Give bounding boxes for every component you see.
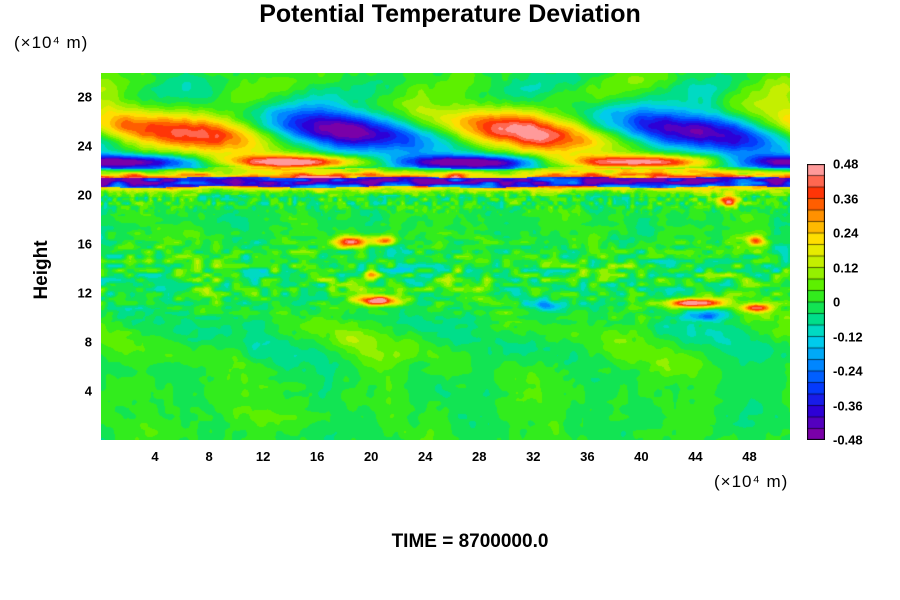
y-axis-unit: (×10⁴ m) (14, 33, 89, 52)
y-tick-label: 20 (77, 187, 92, 203)
y-tick-label: 8 (84, 334, 92, 350)
x-axis-unit: (×10⁴ m) (714, 472, 789, 491)
colorbar-tick-label: 0 (833, 294, 841, 310)
colorbar (807, 164, 825, 440)
x-tick-label: 40 (634, 449, 649, 464)
x-tick-label: 32 (526, 449, 541, 464)
x-tick-label: 12 (255, 449, 271, 464)
y-tick-label: 16 (77, 236, 92, 252)
y-tick-label: 24 (77, 138, 92, 154)
y-tick-label: 4 (84, 383, 92, 399)
x-tick-label: 8 (205, 449, 213, 464)
x-tick-label: 48 (742, 449, 757, 464)
y-tick-label: 28 (77, 89, 92, 105)
y-tick-label: 12 (77, 285, 92, 301)
colorbar-tick-label: 0.12 (833, 260, 859, 275)
colorbar-tick-label: 0.24 (833, 225, 859, 241)
x-tick-label: 20 (363, 449, 379, 464)
x-tick-label: 28 (472, 449, 487, 464)
colorbar-tick-label: -0.48 (833, 432, 863, 448)
colorbar-tick-label: -0.24 (833, 363, 863, 379)
y-axis-label: Height (31, 240, 52, 300)
time-annotation: TIME = 8700000.0 (391, 531, 549, 552)
colorbar-tick-label: 0.48 (833, 156, 859, 172)
heatmap-plot-area (101, 73, 790, 440)
colorbar-tick-label: -0.12 (833, 329, 863, 344)
colorbar-tick-label: 0.36 (833, 191, 859, 206)
x-tick-label: 4 (151, 449, 159, 464)
x-tick-label: 24 (418, 449, 433, 464)
x-tick-label: 44 (688, 449, 703, 464)
x-tick-label: 36 (580, 449, 595, 464)
chart-title: Potential Temperature Deviation (259, 0, 641, 28)
x-tick-label: 16 (309, 449, 325, 464)
colorbar-tick-label: -0.36 (833, 398, 863, 413)
